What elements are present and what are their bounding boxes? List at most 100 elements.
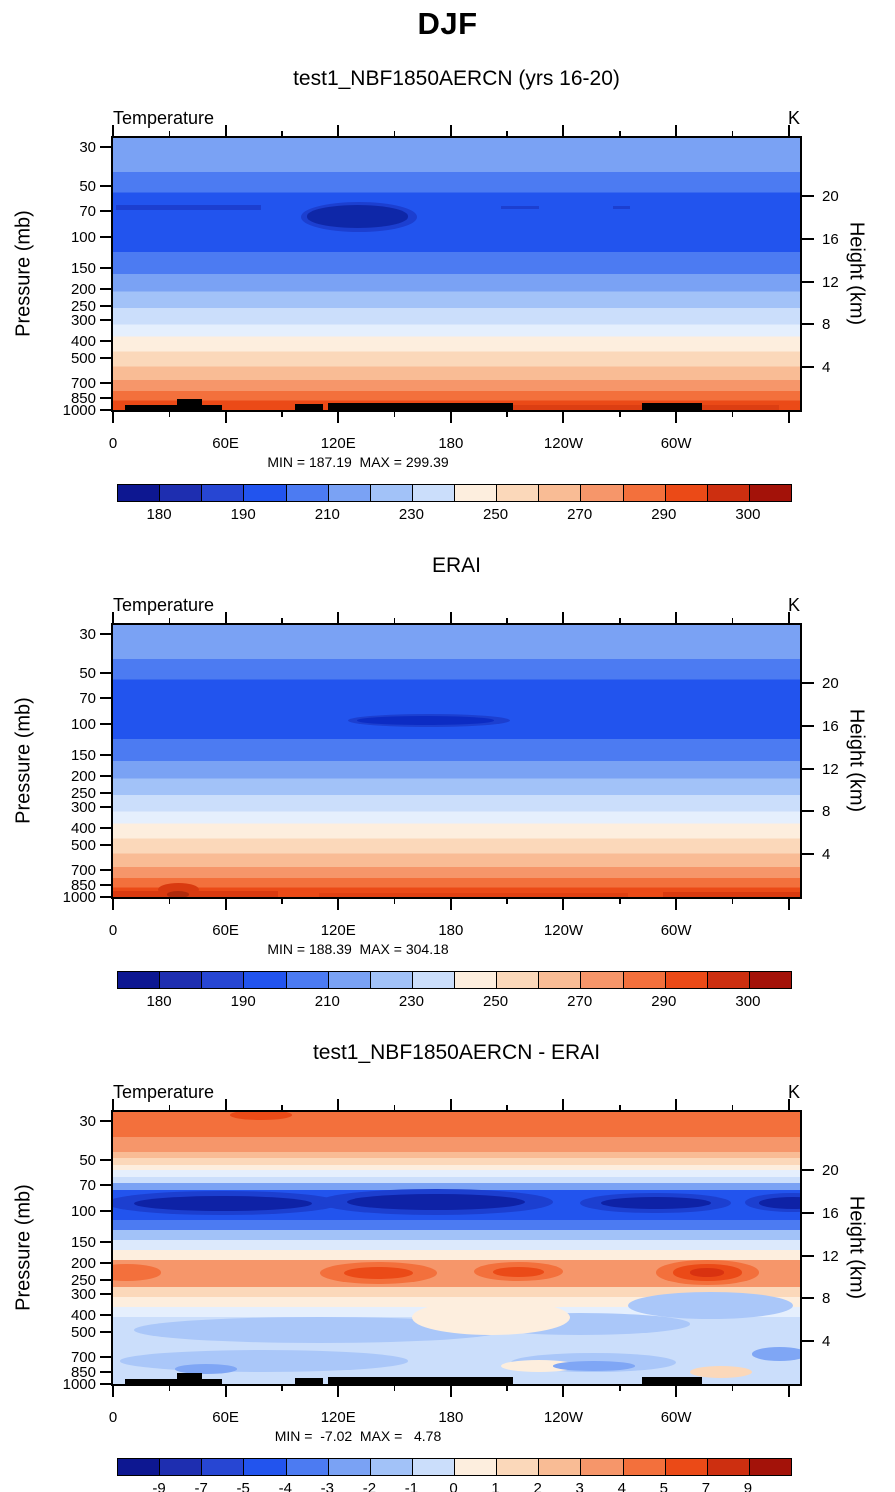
x-minor-tick — [281, 410, 283, 417]
terrain-mask — [295, 404, 324, 410]
contour-feature — [690, 1365, 752, 1378]
colorbar-cell — [328, 1459, 371, 1475]
height-tick — [800, 767, 814, 770]
pressure-tick-label: 30 — [79, 1113, 96, 1131]
colorbar-cell — [665, 972, 708, 988]
colorbar-tick-label: 230 — [398, 993, 424, 1010]
x-major-tick — [112, 612, 114, 625]
contour-feature — [504, 405, 780, 410]
pressure-tick-label: 250 — [70, 785, 96, 803]
contour-plot — [111, 1110, 802, 1386]
pressure-tick-label: 200 — [70, 1255, 96, 1273]
colorbar-cell — [749, 1459, 791, 1475]
pressure-tick — [100, 318, 113, 321]
panel-title: test1_NBF1850AERCN - ERAI — [312, 1041, 601, 1064]
pressure-tick-label: 500 — [70, 350, 96, 368]
pressure-tick-label: 200 — [70, 768, 96, 786]
x-minor-tick — [619, 410, 621, 417]
pressure-tick — [100, 1331, 113, 1334]
x-minor-tick — [393, 618, 396, 625]
colorbar-cell — [497, 972, 540, 988]
field-label: Temperature — [113, 1082, 215, 1102]
colorbar-cell — [118, 485, 161, 501]
height-tick — [800, 810, 814, 813]
colorbar-cell — [623, 972, 666, 988]
colorbar-tick-label: 180 — [146, 993, 172, 1010]
colorbar-tick-label: 300 — [735, 506, 761, 523]
height-tick — [800, 853, 814, 856]
pressure-tick-label: 100 — [70, 716, 96, 734]
x-tick-label: 0 — [108, 922, 118, 939]
x-minor-tick — [281, 618, 283, 625]
contour-feature — [133, 1195, 313, 1211]
x-tick-label: 0 — [108, 435, 118, 452]
contour-feature — [119, 1350, 409, 1372]
x-minor-tick — [393, 410, 396, 417]
x-major-tick — [787, 1384, 790, 1397]
x-major-tick — [562, 410, 565, 423]
pressure-tick — [100, 1279, 113, 1282]
colorbar-cell — [244, 485, 287, 501]
terrain-mask — [641, 403, 702, 410]
colorbar-cell — [160, 1459, 203, 1475]
pressure-tick — [100, 1314, 113, 1317]
pressure-tick-label: 400 — [70, 820, 96, 838]
pressure-tick-label: 250 — [70, 298, 96, 316]
pressure-tick-label: 200 — [70, 281, 96, 299]
height-axis-label: Height (km) — [845, 708, 868, 813]
colorbar-tick-label: 270 — [567, 993, 593, 1010]
height-tick — [800, 366, 814, 369]
x-major-tick — [337, 897, 340, 910]
x-major-tick — [112, 1384, 114, 1397]
x-minor-tick — [393, 131, 396, 138]
colorbar-tick-label: -1 — [404, 1480, 419, 1492]
x-tick-label: 60E — [212, 435, 239, 452]
colorbar-tick-label: -5 — [236, 1480, 250, 1492]
contour-feature — [116, 205, 261, 210]
pressure-tick — [100, 792, 113, 795]
contour-feature — [167, 891, 190, 897]
contour-feature — [411, 1299, 570, 1336]
units-label: K — [787, 595, 800, 615]
panel-title: ERAI — [431, 554, 481, 577]
colorbar-cell — [707, 1459, 750, 1475]
x-major-tick — [337, 1099, 340, 1112]
pressure-tick-label: 150 — [70, 259, 96, 277]
pressure-tick-label: 100 — [70, 1203, 96, 1221]
pressure-tick — [100, 382, 113, 385]
colorbar-tick-label: -7 — [194, 1480, 208, 1492]
colorbar-cell — [370, 1459, 413, 1475]
pressure-tick-label: 400 — [70, 1307, 96, 1325]
colorbar-cell — [581, 485, 624, 501]
contour-plot — [111, 136, 802, 412]
pressure-tick-label: 700 — [70, 375, 96, 393]
colorbar-cell — [455, 972, 498, 988]
minmax-label: MIN = -7.02 MAX = 4.78 — [274, 1428, 442, 1444]
x-major-tick — [112, 1099, 114, 1112]
x-major-tick — [337, 125, 340, 138]
pressure-tick — [100, 1158, 113, 1161]
colorbar-cell — [412, 972, 455, 988]
field-label: Temperature — [113, 108, 215, 128]
colorbar-cell — [328, 972, 371, 988]
height-tick — [800, 237, 814, 240]
x-major-tick — [224, 897, 227, 910]
colorbar-cell — [623, 1459, 666, 1475]
height-tick-label: 16 — [822, 1204, 839, 1222]
colorbar-tick-label: 250 — [483, 993, 509, 1010]
colorbar-tick-label: 3 — [575, 1480, 584, 1492]
pressure-tick — [100, 723, 113, 726]
height-tick-label: 20 — [822, 1161, 839, 1179]
pressure-tick — [100, 1370, 113, 1373]
x-minor-tick — [168, 1384, 171, 1391]
colorbar-tick-label: 4 — [617, 1480, 626, 1492]
contour-feature — [628, 1291, 794, 1319]
colorbar-tick-label: 290 — [651, 993, 677, 1010]
x-major-tick — [449, 897, 452, 910]
pressure-tick — [100, 1383, 113, 1385]
height-tick — [800, 681, 814, 684]
x-minor-tick — [619, 131, 621, 138]
x-major-tick — [224, 1099, 227, 1112]
x-major-tick — [449, 125, 452, 138]
